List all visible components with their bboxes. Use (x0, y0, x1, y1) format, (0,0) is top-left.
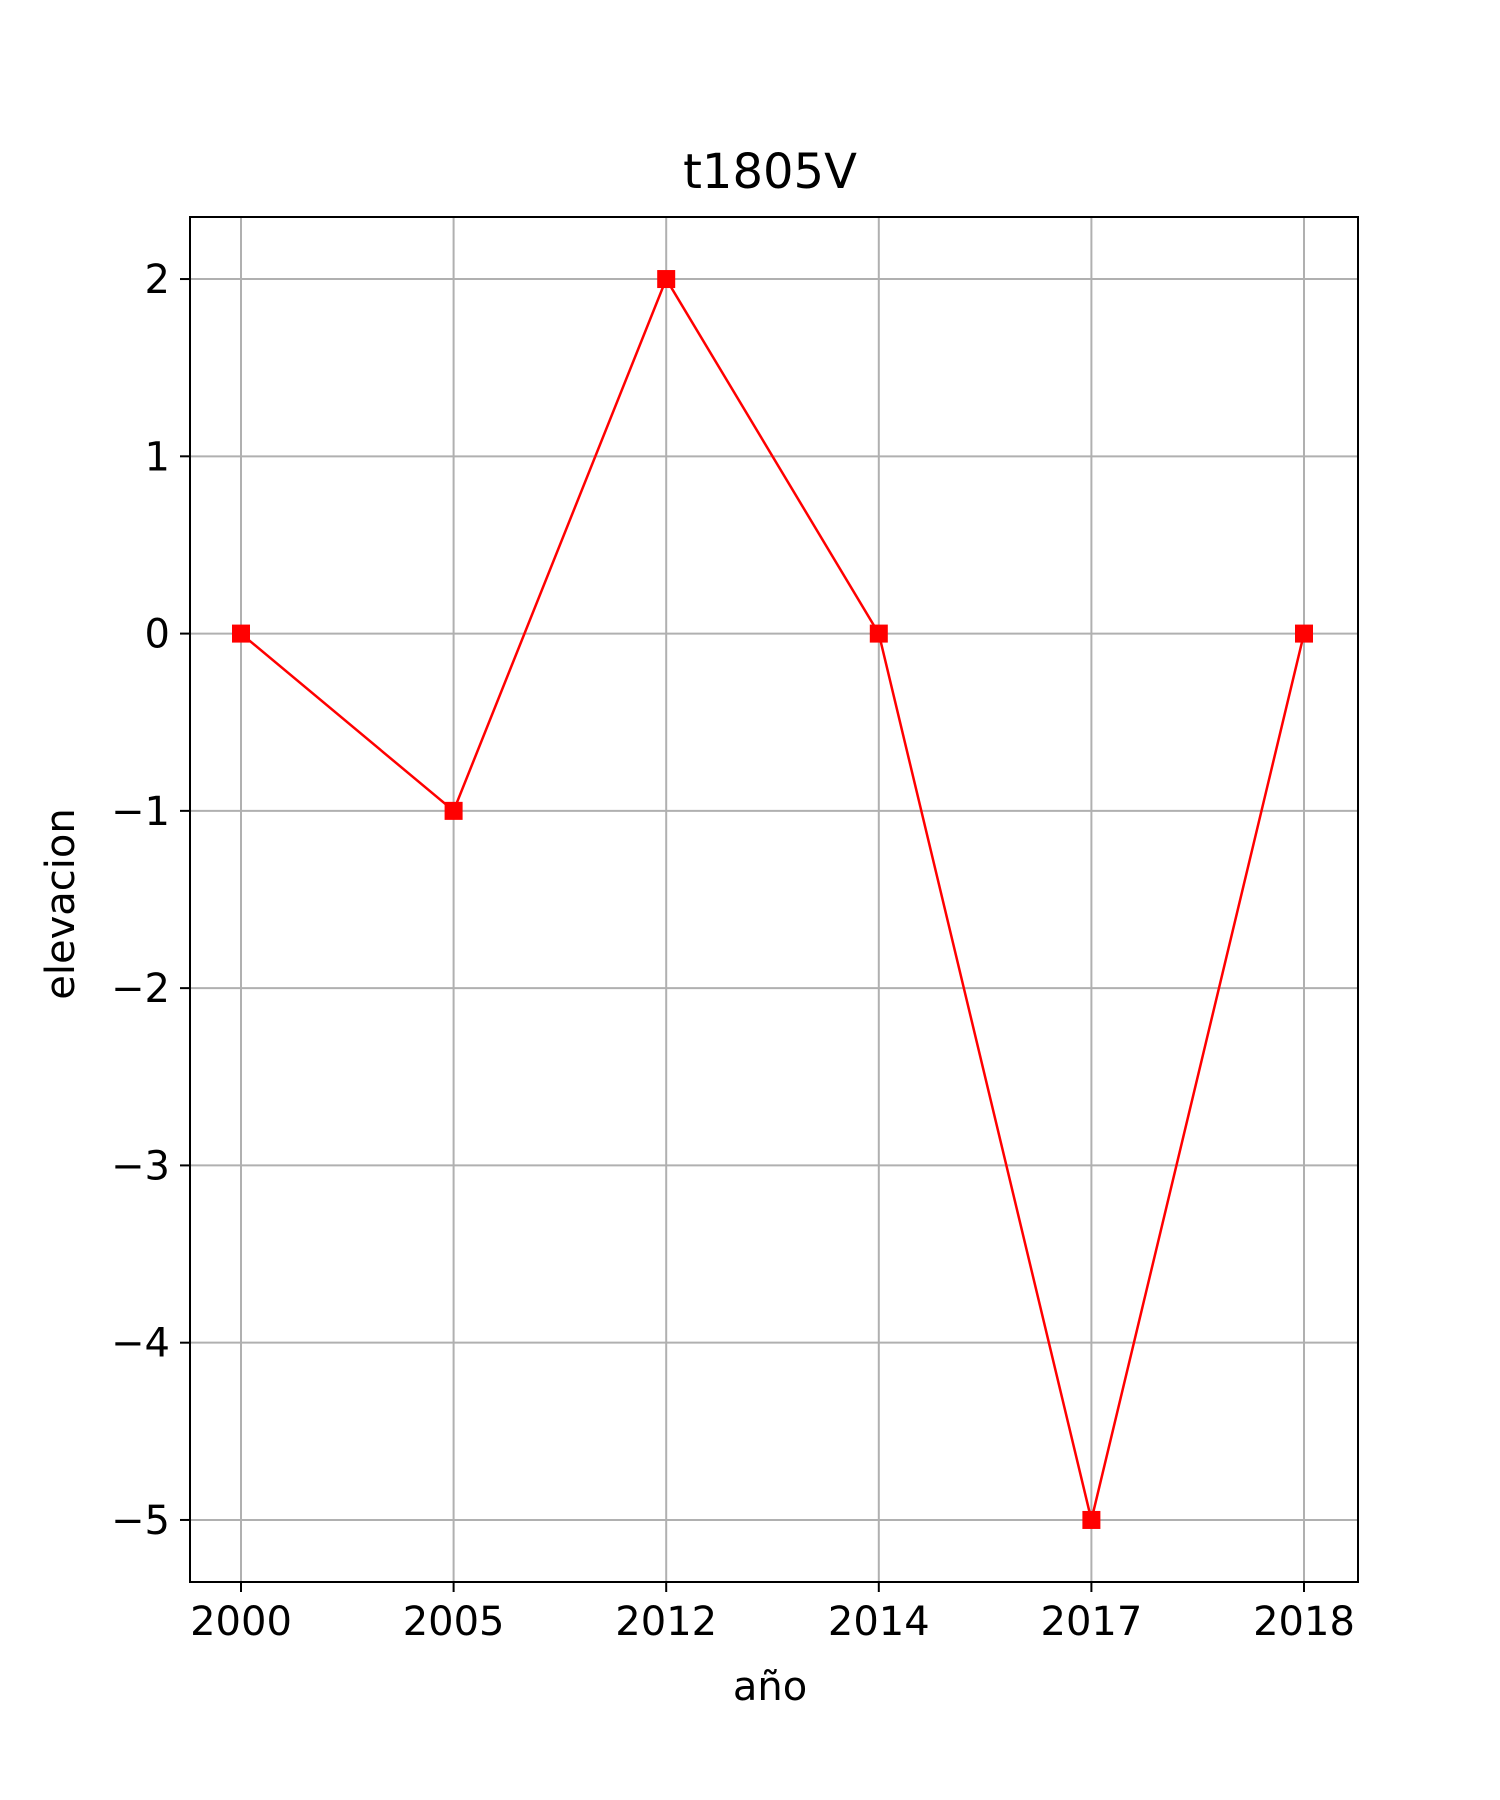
y-tick-label: −3 (111, 1143, 170, 1189)
y-tick-label: −5 (111, 1498, 170, 1544)
y-tick-label: 0 (145, 612, 170, 658)
data-point (232, 624, 250, 643)
x-tick-label: 2012 (615, 1599, 717, 1645)
y-tick-label: 2 (145, 257, 170, 303)
axes: 2000 2005 2012 2014 2017 2018 2 1 0 −1 −2 −3 −4 −5 (111, 216, 1359, 1645)
x-tick-label: 2018 (1253, 1599, 1355, 1645)
data-point (1082, 1510, 1101, 1529)
data-point (1295, 624, 1313, 643)
data-point (869, 624, 888, 643)
data-point (657, 270, 676, 289)
y-tick-label: −4 (111, 1321, 170, 1367)
x-tick-label: 2017 (1041, 1599, 1143, 1645)
data-point (444, 801, 463, 820)
x-tick-label: 2005 (403, 1599, 505, 1645)
y-tick-label: 1 (145, 434, 170, 480)
grid (190, 217, 1358, 1582)
plot-frame (189, 216, 1359, 1583)
y-tick-label: −2 (111, 966, 170, 1012)
y-axis-label: elevacion (38, 808, 84, 999)
x-axis-label: año (733, 1664, 807, 1710)
series-line (240, 276, 1306, 1521)
x-tick-label: 2014 (828, 1599, 930, 1645)
labels: t1805V año elevacion (38, 144, 857, 1710)
series (232, 270, 1313, 1529)
chart-title: t1805V (683, 144, 857, 200)
y-tick-label: −1 (111, 789, 170, 835)
x-tick-label: 2000 (190, 1599, 292, 1645)
